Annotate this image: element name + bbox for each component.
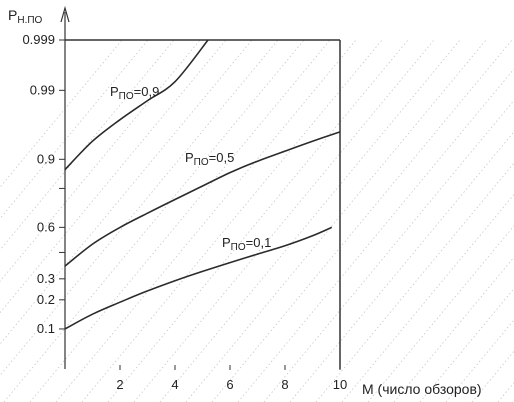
y-tick-label: 0.2 bbox=[37, 292, 55, 307]
series-line bbox=[64, 39, 209, 171]
grid-line bbox=[55, 39, 357, 402]
x-tick-label: 6 bbox=[226, 377, 233, 392]
grid-line bbox=[29, 39, 331, 402]
grid-line bbox=[211, 39, 513, 402]
grid-line bbox=[237, 68, 514, 402]
grid-line bbox=[185, 39, 487, 402]
y-axis-arrow bbox=[60, 5, 70, 23]
series-label-value: =0,1 bbox=[246, 235, 272, 250]
series-label-main: P bbox=[110, 84, 119, 99]
x-axis-title: M (число обзоров) bbox=[362, 381, 482, 397]
y-axis-title: PН.ПО bbox=[8, 7, 43, 26]
y-tick-label: 0.1 bbox=[37, 321, 55, 336]
grid-line bbox=[497, 382, 514, 402]
series-label-value: =0,5 bbox=[209, 150, 235, 165]
series-label-sub: ПО bbox=[119, 91, 134, 102]
chart-grid bbox=[0, 39, 514, 402]
grid-line bbox=[263, 99, 514, 402]
y-tick-label: 0.999 bbox=[22, 32, 55, 47]
y-tick-label: 0.99 bbox=[30, 82, 55, 97]
y-axis-title-sub: Н.ПО bbox=[17, 15, 42, 26]
series-label: PПО=0,9 bbox=[110, 84, 159, 102]
x-tick-label: 8 bbox=[281, 377, 288, 392]
y-axis-title-main: P bbox=[8, 7, 17, 23]
grid-line bbox=[367, 225, 514, 402]
x-tick-label: 2 bbox=[116, 377, 123, 392]
x-tick-label: 4 bbox=[171, 377, 178, 392]
grid-line bbox=[133, 39, 435, 402]
chart-ticks: 0.1 0.2 0.3 0.6 0.9 0.99 0.999 2 4 6 8 10 bbox=[22, 32, 347, 392]
y-tick-label: 0.3 bbox=[37, 271, 55, 286]
series-label: PПО=0,1 bbox=[222, 235, 271, 253]
grid-line bbox=[0, 39, 123, 188]
chart-frame bbox=[60, 5, 341, 369]
series-label-sub: ПО bbox=[231, 242, 246, 253]
grid-line bbox=[289, 131, 514, 402]
y-tick-label: 0.6 bbox=[37, 219, 55, 234]
series-label-main: P bbox=[222, 235, 231, 250]
series-label: PПО=0,5 bbox=[185, 150, 234, 168]
x-tick-label: 10 bbox=[333, 377, 347, 392]
grid-line bbox=[159, 39, 461, 402]
grid-line bbox=[445, 319, 514, 402]
grid-line bbox=[341, 193, 514, 402]
grid-line bbox=[419, 287, 514, 402]
grid-line bbox=[393, 256, 514, 402]
grid-line bbox=[471, 350, 514, 402]
series-label-sub: ПО bbox=[194, 157, 209, 168]
series-label-main: P bbox=[185, 150, 194, 165]
series-line bbox=[64, 226, 333, 330]
series-line bbox=[64, 131, 341, 267]
series-label-value: =0,9 bbox=[134, 84, 160, 99]
grid-line bbox=[315, 162, 514, 402]
y-tick-label: 0.9 bbox=[37, 151, 55, 166]
